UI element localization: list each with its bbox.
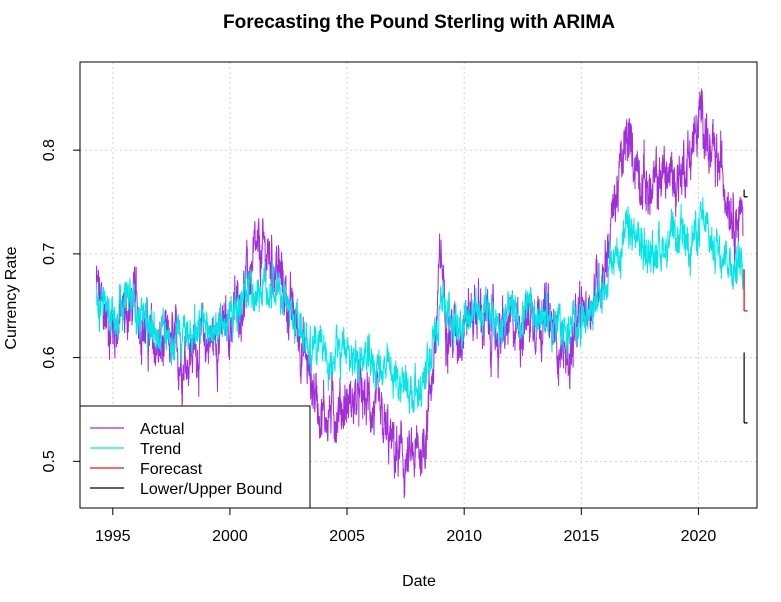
- legend-label: Lower/Upper Bound: [140, 481, 282, 498]
- y-axis-label: Currency Rate: [3, 246, 20, 349]
- y-tick-label: 0.7: [41, 243, 58, 265]
- x-axis: 1995 2000 2005 2010 2015 2020: [95, 508, 716, 545]
- legend: Actual Trend Forecast Lower/Upper Bound: [79, 405, 311, 509]
- legend-box: [79, 405, 311, 509]
- series-layer: [95, 88, 748, 499]
- x-tick-label: 2005: [329, 528, 365, 545]
- series-line-actual: [95, 88, 744, 499]
- x-axis-label: Date: [402, 573, 436, 590]
- chart-title: Forecasting the Pound Sterling with ARIM…: [223, 12, 615, 33]
- legend-label: Trend: [140, 441, 181, 458]
- x-tick-label: 2010: [446, 528, 482, 545]
- legend-label: Forecast: [140, 461, 203, 478]
- x-tick-label: 2000: [212, 528, 248, 545]
- y-tick-label: 0.6: [41, 346, 58, 368]
- plot-frame: [79, 61, 758, 509]
- x-tick-label: 2015: [564, 528, 600, 545]
- y-tick-label: 0.5: [41, 450, 58, 472]
- series-line-trend: [95, 197, 744, 415]
- y-tick-label: 0.8: [41, 139, 58, 161]
- legend-label: Actual: [140, 421, 184, 438]
- x-tick-label: 2020: [681, 528, 717, 545]
- x-tick-label: 1995: [95, 528, 131, 545]
- y-axis: 0.5 0.6 0.7 0.8: [41, 139, 80, 472]
